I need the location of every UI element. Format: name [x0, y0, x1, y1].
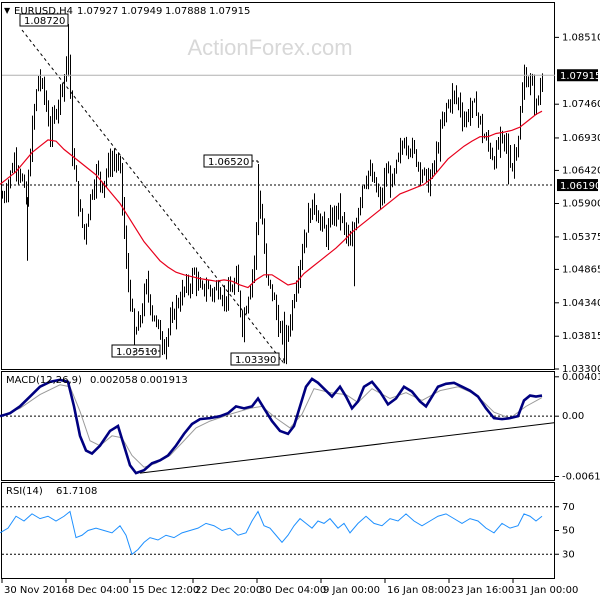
- rsi-line: [0, 510, 543, 556]
- diagonal-dashed-line: [21, 29, 285, 364]
- macd-value-2: 0.001913: [140, 375, 188, 386]
- price-axis-ticks: 1.08510 1.07460 1.06930 1.06420 1.05900 1.053…: [555, 32, 600, 375]
- time-tick-label-5: 9 Jan 00:00: [323, 585, 380, 596]
- level-box-label: 1.06190: [560, 181, 600, 192]
- macd-label: MACD(12,26,9): [6, 375, 82, 386]
- rsi-tick-label-1: 50: [562, 526, 575, 537]
- macd-value-1: 0.002058: [90, 375, 138, 386]
- macd-trendline: [139, 422, 556, 474]
- header-symbol: EURUSD,H4: [14, 6, 73, 17]
- annotation-label-0: 1.08720: [24, 16, 65, 27]
- rsi-tick-label-0: 70: [562, 502, 575, 513]
- macd-series: [0, 377, 556, 475]
- trendline-diagonal: [21, 29, 285, 364]
- moving-average: [0, 110, 543, 289]
- time-tick-label-6: 16 Jan 08:00: [387, 585, 450, 596]
- time-tick-label-8: 31 Jan 00:00: [515, 585, 578, 596]
- current-price: 1.07915: [2, 69, 600, 82]
- time-tick-label-3: 22 Dec 20:00: [195, 585, 262, 596]
- price-panel: [1, 2, 555, 370]
- macd-main-line: [0, 377, 543, 475]
- header-high: 1.07949: [121, 6, 162, 17]
- time-tick-label-2: 15 Dec 12:00: [132, 585, 199, 596]
- macd-signal-line: [0, 384, 543, 468]
- ma-line: [0, 110, 543, 289]
- rsi-tick-label-2: 30: [562, 549, 575, 560]
- rsi-axis-ticks: 70 50 30: [555, 502, 575, 560]
- time-tick-label-0: 30 Nov 2016: [4, 585, 68, 596]
- annotation-label-1: 1.06520: [208, 157, 249, 168]
- price-annotations: 1.08720 1.06520 1.03510 1.03390: [19, 13, 285, 366]
- macd-tick-label-2: -0.006143: [562, 471, 600, 482]
- price-tick-label-8: 1.03815: [562, 331, 600, 342]
- price-tick-label-7: 1.04340: [562, 298, 600, 309]
- time-tick-label-4: 30 Dec 04:00: [259, 585, 326, 596]
- rsi-series: [0, 506, 555, 556]
- macd-axis-ticks: 0.004011 0.00 -0.006143: [555, 372, 600, 482]
- macd-tick-label-0: 0.004011: [562, 372, 600, 383]
- price-tick-label-5: 1.05375: [562, 232, 600, 243]
- price-candles: [2, 24, 543, 365]
- header-low: 1.07888: [165, 6, 206, 17]
- macd-tick-label-1: 0.00: [562, 411, 584, 422]
- rsi-label: RSI(14): [6, 486, 43, 497]
- current-price-label: 1.07915: [560, 71, 600, 82]
- header-arrow-icon: ▼: [4, 6, 11, 15]
- time-tick-label-1: 8 Dec 04:00: [68, 585, 129, 596]
- time-tick-label-7: 23 Jan 16:00: [451, 585, 514, 596]
- header-close: 1.07915: [209, 6, 250, 17]
- price-tick-label-3: 1.06420: [562, 165, 600, 176]
- macd-panel: [1, 371, 555, 481]
- level-box: [557, 179, 598, 192]
- rsi-value: 61.7108: [56, 486, 97, 497]
- price-tick-label-4: 1.05900: [562, 199, 600, 210]
- price-tick-label-1: 1.07460: [562, 99, 600, 110]
- rsi-panel: [1, 482, 555, 579]
- price-tick-label-9: 1.03300: [562, 364, 600, 375]
- current-price-box: [557, 69, 598, 82]
- price-tick-label-6: 1.04865: [562, 264, 600, 275]
- price-tick-label-2: 1.06930: [562, 133, 600, 144]
- watermark: ActionForex.com: [187, 35, 352, 60]
- price-tick-label-0: 1.08510: [562, 32, 600, 43]
- header-open: 1.07927: [77, 6, 118, 17]
- annotation-label-3: 1.03390: [235, 355, 276, 366]
- annotation-label-2: 1.03510: [116, 347, 157, 358]
